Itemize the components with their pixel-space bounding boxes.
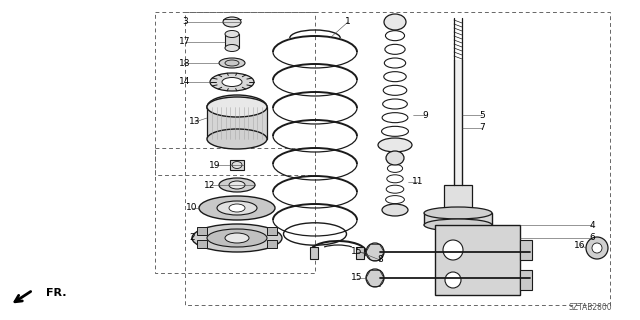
Bar	[520, 270, 532, 290]
Bar	[197, 227, 207, 235]
Bar	[520, 240, 532, 260]
Ellipse shape	[207, 229, 267, 247]
Text: 18: 18	[179, 59, 191, 68]
Text: 11: 11	[412, 178, 424, 187]
Bar	[197, 239, 207, 247]
Ellipse shape	[199, 196, 275, 220]
Bar	[267, 227, 276, 235]
Ellipse shape	[424, 207, 492, 219]
Text: 5: 5	[479, 110, 485, 119]
Circle shape	[586, 237, 608, 259]
Bar	[454, 60, 462, 185]
Ellipse shape	[378, 138, 412, 152]
Text: 4: 4	[589, 220, 595, 229]
Text: 8: 8	[377, 255, 383, 265]
Text: 17: 17	[179, 37, 191, 46]
Ellipse shape	[225, 44, 239, 52]
Text: 15: 15	[351, 274, 363, 283]
Ellipse shape	[217, 201, 257, 215]
Bar	[356, 247, 364, 259]
Bar	[155, 148, 315, 273]
Ellipse shape	[207, 97, 267, 117]
Circle shape	[592, 243, 602, 253]
Ellipse shape	[207, 129, 267, 149]
Bar	[230, 160, 244, 170]
Ellipse shape	[229, 204, 245, 212]
Ellipse shape	[192, 224, 282, 252]
Ellipse shape	[223, 17, 241, 27]
Ellipse shape	[210, 73, 254, 91]
Ellipse shape	[229, 181, 245, 189]
Ellipse shape	[219, 178, 255, 192]
Ellipse shape	[232, 162, 242, 169]
Circle shape	[366, 243, 384, 261]
Ellipse shape	[222, 77, 242, 86]
Text: 19: 19	[209, 161, 221, 170]
Text: 10: 10	[186, 204, 198, 212]
Circle shape	[366, 269, 384, 287]
Text: 14: 14	[179, 77, 191, 86]
Bar	[207, 107, 267, 139]
Bar	[267, 239, 276, 247]
Text: 1: 1	[345, 18, 351, 27]
Bar	[424, 213, 492, 225]
Ellipse shape	[225, 30, 239, 37]
Bar	[310, 247, 318, 259]
Text: 6: 6	[589, 234, 595, 243]
Ellipse shape	[382, 204, 408, 216]
Circle shape	[443, 240, 463, 260]
Text: 16: 16	[574, 241, 586, 250]
Text: 13: 13	[189, 117, 201, 126]
Ellipse shape	[207, 95, 267, 119]
Text: 7: 7	[479, 124, 485, 132]
Bar	[225, 34, 239, 48]
Bar	[155, 12, 315, 175]
Text: SZTAB2800: SZTAB2800	[568, 303, 612, 312]
Bar	[435, 225, 520, 295]
Text: 3: 3	[182, 18, 188, 27]
Bar	[185, 12, 610, 305]
Bar	[444, 185, 472, 213]
Ellipse shape	[225, 60, 239, 66]
Text: 9: 9	[422, 110, 428, 119]
Ellipse shape	[225, 233, 249, 243]
Text: 2: 2	[189, 234, 195, 243]
Text: FR.: FR.	[46, 288, 67, 298]
Ellipse shape	[384, 14, 406, 30]
Text: 12: 12	[204, 180, 216, 189]
Ellipse shape	[424, 219, 492, 231]
Ellipse shape	[219, 58, 245, 68]
Text: 15: 15	[351, 247, 363, 257]
Circle shape	[445, 272, 461, 288]
Ellipse shape	[386, 151, 404, 165]
